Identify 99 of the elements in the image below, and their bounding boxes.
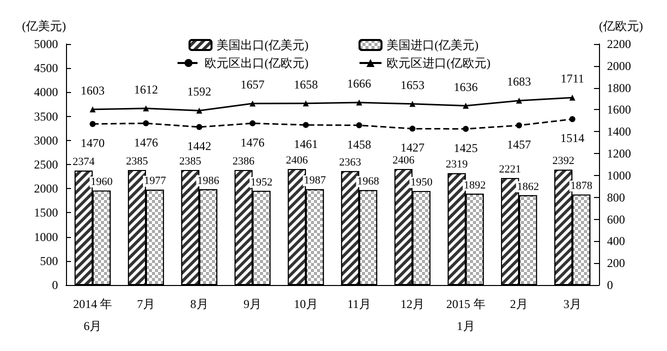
y-tick-label: 1000 [34, 230, 58, 244]
point [302, 100, 309, 106]
data-label: 1603 [80, 83, 105, 98]
y-tick-label: 2500 [34, 158, 58, 172]
data-label: 1442 [187, 139, 212, 154]
data-label: 1878 [570, 180, 593, 192]
x-tick-label: 11月 [347, 297, 371, 311]
y-tick-label: 500 [40, 254, 58, 268]
point [250, 100, 256, 106]
y2-tick-label: 400 [607, 234, 625, 248]
point [250, 120, 256, 126]
data-label: 1476 [240, 135, 265, 150]
data-label: 2221 [499, 163, 522, 176]
y2-tick-label: 2200 [607, 37, 631, 51]
point [196, 124, 202, 130]
x-tick-label: 8月 [190, 297, 208, 311]
point [516, 122, 522, 128]
x-tick-label: 2014 年 6月 [73, 297, 112, 333]
point [356, 122, 362, 128]
legend-label: 欧元区出口(亿欧元) [204, 56, 309, 70]
y2-tick-label: 1800 [607, 80, 631, 95]
data-label: 1457 [507, 137, 532, 152]
legend-label: 美国进口(亿美元) [386, 38, 478, 52]
data-label: 1892 [464, 179, 486, 192]
point [462, 126, 469, 132]
data-label: 1952 [250, 176, 273, 188]
data-label: 1657 [240, 77, 265, 92]
y2-tick-label: 800 [607, 190, 625, 204]
x-tick-label: 9月 [244, 297, 262, 311]
data-label: 1666 [347, 76, 372, 90]
data-label: 1592 [187, 84, 212, 99]
data-label: 1968 [357, 176, 380, 188]
y2-tick-label: 1600 [607, 102, 631, 117]
data-label: 2385 [126, 156, 148, 168]
data-label: 1458 [347, 137, 372, 152]
data-label: 1636 [454, 80, 478, 94]
data-label: 1514 [560, 131, 584, 146]
y-axis-title: (亿美元) [22, 19, 66, 33]
y-tick-label: 1500 [34, 206, 58, 220]
y-tick-label: 3500 [34, 109, 58, 124]
point [302, 122, 309, 128]
data-label: 1683 [507, 74, 532, 89]
data-label: 2363 [339, 156, 362, 169]
legend-label: 美国出口(亿美元) [216, 38, 309, 52]
y-tick-label: 3000 [34, 133, 58, 148]
x-tick-label: 12月 [400, 297, 424, 311]
data-label: 1950 [410, 176, 433, 189]
data-label: 1977 [144, 175, 166, 188]
y-tick-label: 5000 [34, 37, 58, 51]
data-label: 2374 [72, 156, 96, 168]
point [569, 116, 576, 122]
point [142, 120, 149, 126]
point [196, 108, 202, 114]
data-label: 1986 [197, 174, 220, 187]
data-label: 2406 [286, 154, 308, 167]
y2-axis-title: (亿欧元) [599, 19, 643, 33]
x-tick-label: 10月 [294, 297, 318, 311]
data-label: 2385 [179, 156, 202, 168]
data-label: 1658 [294, 77, 318, 92]
y2-tick-label: 2000 [607, 58, 631, 73]
y2-tick-label: 200 [607, 256, 625, 270]
data-label: 2406 [392, 154, 415, 167]
x-tick-label: 2月 [510, 297, 528, 311]
x-tick-label: 7月 [136, 297, 155, 311]
data-label: 1427 [400, 140, 424, 155]
x-tick-label: 3月 [563, 297, 582, 311]
y-tick-label: 4000 [34, 85, 58, 100]
point [142, 105, 149, 112]
data-label: 1711 [560, 72, 584, 86]
x-tick-label: 2015 年 1月 [446, 297, 486, 333]
data-label: 1987 [304, 174, 326, 187]
y2-tick-label: 0 [607, 278, 613, 292]
y2-tick-label: 600 [607, 212, 625, 226]
data-label: 1612 [134, 82, 158, 96]
data-label: 1461 [294, 136, 318, 151]
y2-tick-label: 1400 [607, 124, 631, 139]
point [569, 94, 576, 101]
point [90, 120, 96, 127]
point [356, 99, 362, 106]
point [462, 102, 469, 109]
y2-tick-label: 1200 [607, 146, 631, 161]
point [409, 126, 416, 132]
data-label: 1862 [517, 180, 540, 193]
data-label: 2392 [552, 155, 574, 168]
data-label: 1470 [80, 136, 105, 150]
legend-label: 欧元区进口(亿欧元) [386, 56, 490, 70]
data-label: 1653 [400, 78, 424, 92]
y-tick-label: 4500 [34, 61, 58, 76]
y2-tick-label: 1000 [607, 168, 631, 182]
point [516, 98, 522, 104]
y-tick-label: 0 [52, 278, 58, 292]
data-label: 1960 [90, 176, 114, 188]
point [409, 100, 416, 107]
y-tick-label: 2000 [34, 182, 58, 196]
data-label: 1425 [454, 140, 478, 155]
data-label: 2319 [446, 158, 468, 171]
data-label: 2386 [232, 155, 256, 168]
data-label: 1476 [134, 135, 158, 150]
point [90, 106, 96, 112]
